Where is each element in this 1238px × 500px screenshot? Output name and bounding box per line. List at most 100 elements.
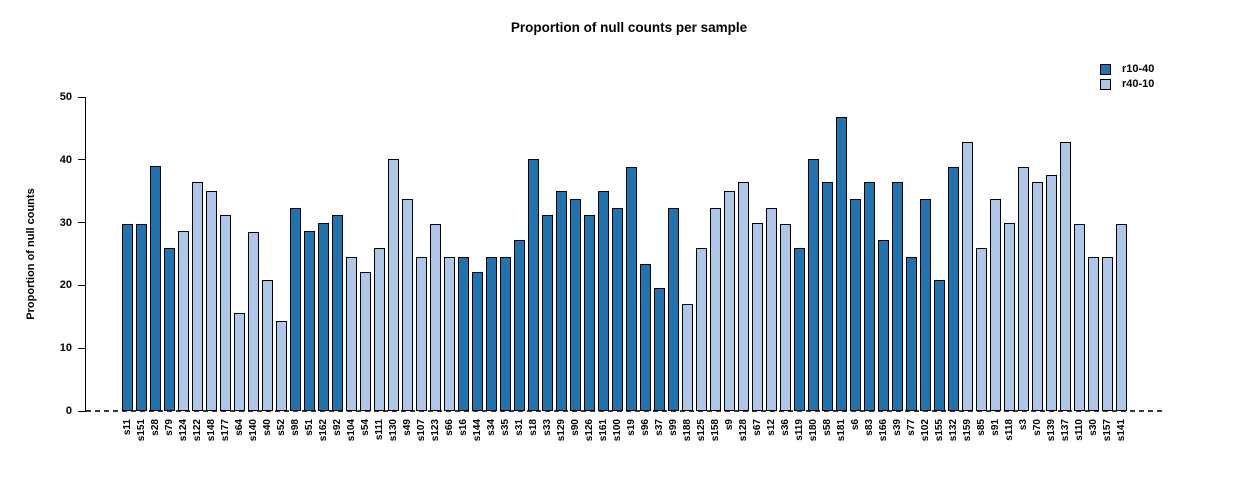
legend-swatch xyxy=(1100,79,1111,90)
bar-s52 xyxy=(276,320,287,411)
bar-s92 xyxy=(332,215,343,411)
zero-baseline xyxy=(86,410,1166,412)
x-label-s51: s51 xyxy=(304,419,315,436)
bar-s77 xyxy=(906,256,917,411)
bar-s104 xyxy=(346,256,357,411)
x-label-s125: s125 xyxy=(696,419,707,442)
bar-s158 xyxy=(710,207,721,411)
bar-s155 xyxy=(934,279,945,411)
x-label-s157: s157 xyxy=(1102,419,1113,442)
bar-s180 xyxy=(808,158,819,411)
x-label-s58: s58 xyxy=(822,419,833,436)
bar-s162 xyxy=(318,223,329,411)
x-label-s98: s98 xyxy=(290,419,301,436)
x-label-s129: s129 xyxy=(556,419,567,442)
bar-s139 xyxy=(1046,174,1057,411)
bar-s19 xyxy=(626,166,637,411)
bar-s118 xyxy=(1004,223,1015,411)
bar-s36 xyxy=(780,223,791,411)
bar-s100 xyxy=(612,207,623,411)
bar-s3 xyxy=(1018,166,1029,411)
y-tick-label: 20 xyxy=(59,279,72,292)
bar-s125 xyxy=(696,247,707,411)
bars-container xyxy=(122,117,1127,411)
x-label-s159: s159 xyxy=(962,419,973,442)
x-label-s124: s124 xyxy=(178,419,189,442)
legend: r10-40 r40-10 xyxy=(1100,62,1154,92)
bar-s128 xyxy=(738,182,749,411)
y-tick-label: 0 xyxy=(65,405,72,417)
x-label-s64: s64 xyxy=(234,419,245,436)
x-label-s123: s123 xyxy=(430,419,441,442)
bar-s129 xyxy=(556,191,567,411)
x-label-s83: s83 xyxy=(864,419,875,436)
x-label-s141: s141 xyxy=(1116,419,1127,442)
x-label-s11: s11 xyxy=(122,419,133,436)
bar-s122 xyxy=(192,182,203,411)
x-label-s180: s180 xyxy=(808,419,819,442)
bar-s16 xyxy=(458,256,469,411)
bar-s126 xyxy=(584,215,595,411)
bar-s18 xyxy=(528,159,539,411)
chart-title: Proportion of null counts per sample xyxy=(510,20,748,35)
x-label-s181: s181 xyxy=(836,419,847,442)
x-label-s12: s12 xyxy=(766,419,777,436)
bar-s12 xyxy=(766,207,777,411)
x-label-s34: s34 xyxy=(486,419,497,436)
x-label-s140: s140 xyxy=(248,419,259,442)
x-label-s40: s40 xyxy=(262,419,273,436)
x-label-s155: s155 xyxy=(934,419,945,442)
bar-s90 xyxy=(570,198,581,411)
bar-s33 xyxy=(542,215,553,411)
bar-s34 xyxy=(486,256,497,411)
x-label-s85: s85 xyxy=(976,419,987,436)
legend-item-r40-10: r40-10 xyxy=(1100,77,1154,92)
bar-s137 xyxy=(1060,142,1071,411)
bar-s130 xyxy=(388,158,399,411)
x-label-s119: s119 xyxy=(794,419,805,441)
x-label-s161: s161 xyxy=(598,419,609,442)
y-tick-label: 10 xyxy=(59,342,72,355)
bar-s148 xyxy=(206,191,217,411)
x-label-s130: s130 xyxy=(388,419,399,442)
bar-s96 xyxy=(640,264,651,411)
x-label-s19: s19 xyxy=(626,419,637,436)
x-label-s3: s3 xyxy=(1018,419,1029,431)
x-label-s177: s177 xyxy=(220,419,231,442)
x-label-s54: s54 xyxy=(360,419,371,436)
x-label-s139: s139 xyxy=(1046,419,1057,442)
x-label-s37: s37 xyxy=(654,419,665,436)
bar-s6 xyxy=(850,198,861,411)
bar-s107 xyxy=(416,256,427,411)
bar-s188 xyxy=(682,304,693,411)
bar-s64 xyxy=(234,313,245,411)
x-label-s137: s137 xyxy=(1060,419,1071,442)
bar-s91 xyxy=(990,198,1001,411)
x-label-s6: s6 xyxy=(850,419,861,431)
x-label-s166: s166 xyxy=(878,419,889,442)
x-axis-labels: s11 s151 s28 s79 s124 s122 s148 s177 s64 s140 s40 s… xyxy=(122,419,1127,495)
x-label-s28: s28 xyxy=(150,419,161,436)
y-tick-mark xyxy=(78,159,86,161)
bar-s67 xyxy=(752,223,763,411)
bar-s31 xyxy=(514,239,525,411)
x-label-s111: s111 xyxy=(374,419,385,441)
x-label-s49: s49 xyxy=(402,419,413,436)
bar-s181 xyxy=(836,117,847,411)
y-tick-mark xyxy=(78,410,86,412)
x-label-s162: s162 xyxy=(318,419,329,442)
y-axis-title: Proportion of null counts xyxy=(25,188,37,320)
x-label-s102: s102 xyxy=(920,419,931,442)
bar-s157 xyxy=(1102,256,1113,411)
y-tick-mark xyxy=(78,347,86,349)
x-label-s104: s104 xyxy=(346,419,357,442)
y-tick-label: 30 xyxy=(59,216,72,229)
x-label-s100: s100 xyxy=(612,419,623,442)
x-label-s33: s33 xyxy=(542,419,553,436)
plot-area: 0 10 20 30 40 50 s11 s151 s28 s79 s124 s122 s148 s17… xyxy=(60,91,1166,441)
x-label-s128: s128 xyxy=(738,419,749,442)
bar-s151 xyxy=(136,223,147,411)
bar-s9 xyxy=(724,191,735,411)
bar-s28 xyxy=(150,166,161,411)
bar-s102 xyxy=(920,198,931,411)
